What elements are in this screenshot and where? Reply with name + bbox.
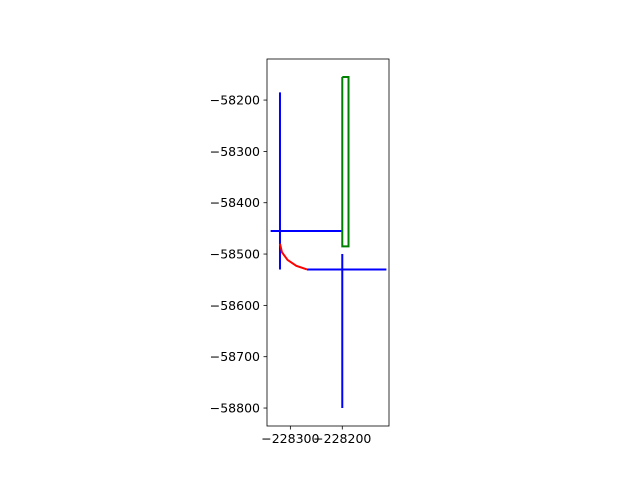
- y-tick-label: −58500: [210, 247, 260, 262]
- y-tick-label: −58800: [210, 401, 260, 416]
- y-tick-label: −58700: [210, 349, 260, 364]
- y-tick-label: −58200: [210, 93, 260, 108]
- series-line-5: [279, 243, 308, 271]
- plot-area: [267, 59, 389, 426]
- series-layer: [270, 75, 387, 409]
- series-line-6: [341, 75, 350, 248]
- y-tick-label: −58400: [210, 195, 260, 210]
- x-axis: −228300−228200: [261, 426, 371, 446]
- x-tick-label: −228300: [261, 431, 319, 446]
- y-axis: −58200 −58300 −58400 −58500 −58600 −58700 −588…: [210, 93, 267, 416]
- axes-frame: [266, 58, 390, 427]
- y-tick-label: −58300: [210, 144, 260, 159]
- y-tick-label: −58600: [210, 298, 260, 313]
- x-tick-label: −228200: [313, 431, 371, 446]
